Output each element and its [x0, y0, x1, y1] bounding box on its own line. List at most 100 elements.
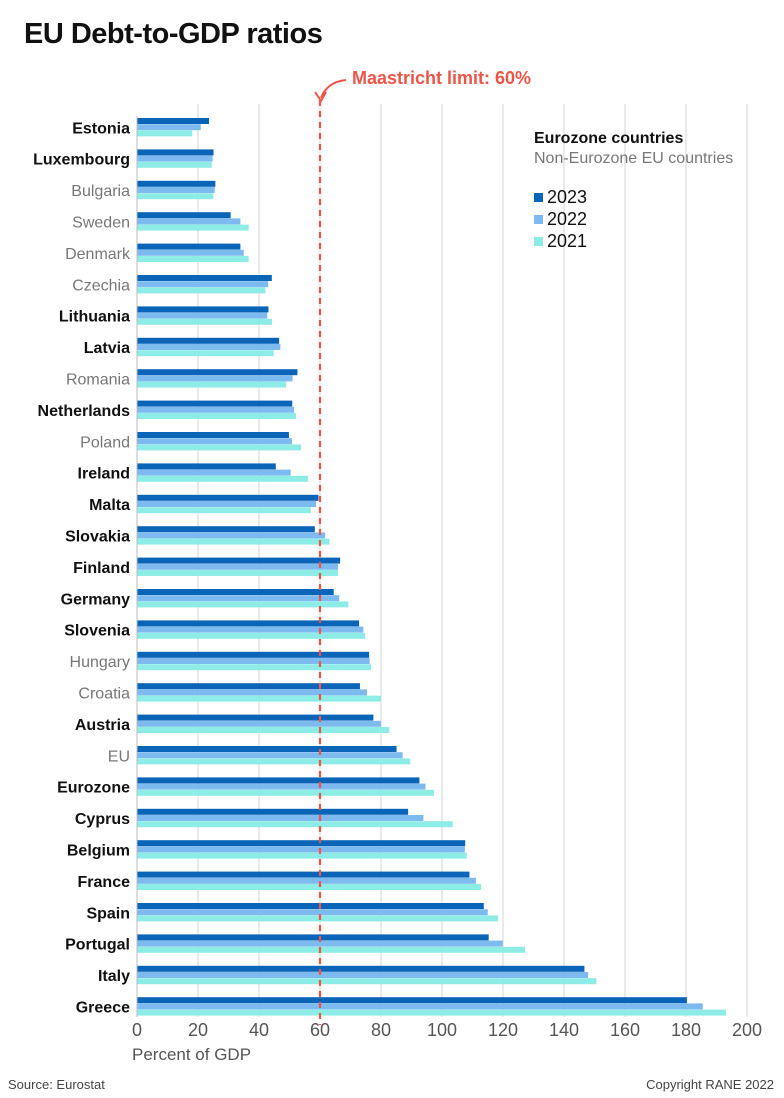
- category-label-france: France: [78, 874, 131, 891]
- category-label-romania: Romania: [66, 372, 130, 389]
- bar-romania-2023: [137, 369, 298, 376]
- bar-austria-2021: [137, 727, 390, 733]
- category-label-malta: Malta: [89, 497, 130, 514]
- bar-france-2023: [137, 871, 470, 878]
- bar-germany-2022: [137, 595, 340, 602]
- bar-finland-2023: [137, 557, 341, 564]
- bar-hungary-2022: [137, 658, 370, 664]
- category-label-sweden: Sweden: [72, 215, 130, 232]
- bar-czechia-2021: [137, 287, 266, 294]
- bar-austria-2022: [137, 720, 381, 727]
- category-label-croatia: Croatia: [78, 686, 130, 703]
- bar-estonia-2021: [137, 130, 193, 137]
- bar-sweden-2023: [137, 212, 231, 219]
- bar-eurozone-2021: [137, 789, 435, 796]
- bar-croatia-2022: [137, 689, 367, 696]
- x-tick-label-120: 120: [488, 1020, 518, 1040]
- category-label-denmark: Denmark: [65, 246, 131, 263]
- category-label-germany: Germany: [61, 591, 130, 608]
- bar-austria-2023: [137, 714, 374, 721]
- bar-malta-2023: [137, 494, 319, 501]
- chart-title: EU Debt-to-GDP ratios: [24, 18, 323, 50]
- bar-sweden-2022: [137, 218, 241, 225]
- bar-spain-2023: [137, 903, 484, 909]
- category-label-slovenia: Slovenia: [64, 623, 130, 640]
- bar-spain-2021: [137, 915, 499, 922]
- category-label-cyprus: Cyprus: [75, 811, 130, 828]
- category-label-lithuania: Lithuania: [59, 309, 130, 326]
- bar-portugal-2021: [137, 946, 525, 953]
- bar-poland-2023: [137, 432, 289, 438]
- bar-croatia-2021: [137, 695, 381, 702]
- bar-romania-2022: [137, 375, 293, 382]
- bar-estonia-2023: [137, 118, 209, 124]
- x-tick-label-180: 180: [671, 1020, 701, 1040]
- category-label-netherlands: Netherlands: [38, 403, 131, 420]
- legend: Eurozone countries Non-Eurozone EU count…: [534, 130, 733, 252]
- category-label-latvia: Latvia: [84, 340, 130, 357]
- category-label-finland: Finland: [73, 560, 130, 577]
- copyright-note: Copyright RANE 2022: [646, 1077, 774, 1092]
- bar-romania-2021: [137, 381, 287, 388]
- bar-luxembourg-2023: [137, 149, 214, 156]
- bar-france-2022: [137, 877, 476, 884]
- bar-italy-2021: [137, 978, 597, 985]
- bar-slovenia-2021: [137, 632, 366, 639]
- bar-netherlands-2021: [137, 413, 296, 419]
- bar-germany-2021: [137, 601, 349, 608]
- legend-eurozone-label: Eurozone countries: [534, 130, 684, 147]
- bar-bulgaria-2021: [137, 193, 214, 200]
- x-axis-label: Percent of GDP: [132, 1045, 251, 1064]
- bar-czechia-2023: [137, 275, 272, 281]
- bar-belgium-2023: [137, 840, 466, 847]
- x-tick-label-0: 0: [132, 1020, 142, 1040]
- bar-slovenia-2023: [137, 620, 360, 627]
- bar-spain-2022: [137, 909, 488, 916]
- legend-label-2021: 2021: [547, 230, 588, 251]
- bar-eu-2023: [137, 746, 397, 752]
- category-label-slovakia: Slovakia: [65, 529, 130, 546]
- category-label-greece: Greece: [76, 1000, 130, 1017]
- bar-estonia-2022: [137, 124, 201, 131]
- category-label-austria: Austria: [75, 717, 130, 734]
- bar-denmark-2023: [137, 243, 241, 250]
- category-label-spain: Spain: [86, 905, 130, 922]
- bar-netherlands-2022: [137, 406, 295, 413]
- category-label-ireland: Ireland: [78, 466, 130, 483]
- category-label-eurozone: Eurozone: [57, 780, 130, 797]
- bar-luxembourg-2021: [137, 161, 212, 168]
- category-label-portugal: Portugal: [65, 937, 130, 954]
- x-tick-label-20: 20: [188, 1020, 208, 1040]
- category-label-czechia: Czechia: [72, 277, 130, 294]
- legend-item-2021: 2021: [534, 230, 733, 252]
- bar-cyprus-2021: [137, 821, 453, 828]
- bar-slovakia-2023: [137, 526, 315, 533]
- bar-netherlands-2023: [137, 400, 293, 407]
- bar-malta-2021: [137, 507, 311, 514]
- bar-lithuania-2023: [137, 306, 269, 313]
- bar-czechia-2022: [137, 281, 269, 288]
- bar-greece-2021: [137, 1009, 726, 1016]
- legend-item-2022: 2022: [534, 208, 733, 230]
- bar-poland-2022: [137, 438, 292, 445]
- bar-hungary-2023: [137, 651, 370, 658]
- x-tick-label-100: 100: [427, 1020, 457, 1040]
- category-label-hungary: Hungary: [70, 654, 130, 671]
- bar-eurozone-2022: [137, 783, 426, 790]
- bar-eu-2021: [137, 758, 411, 765]
- bar-belgium-2022: [137, 846, 465, 853]
- category-label-luxembourg: Luxembourg: [33, 152, 130, 169]
- bar-greece-2023: [137, 997, 687, 1004]
- bar-ireland-2021: [137, 475, 309, 482]
- bar-cyprus-2023: [137, 808, 409, 815]
- bar-italy-2022: [137, 972, 589, 978]
- bar-croatia-2023: [137, 683, 360, 690]
- legend-swatch-2023: [534, 192, 543, 202]
- category-label-eu: EU: [108, 748, 130, 765]
- bar-poland-2021: [137, 444, 302, 451]
- bar-denmark-2021: [137, 256, 249, 262]
- annotation-arrow: [320, 79, 347, 99]
- bar-eu-2022: [137, 752, 403, 759]
- bar-lithuania-2022: [137, 312, 268, 319]
